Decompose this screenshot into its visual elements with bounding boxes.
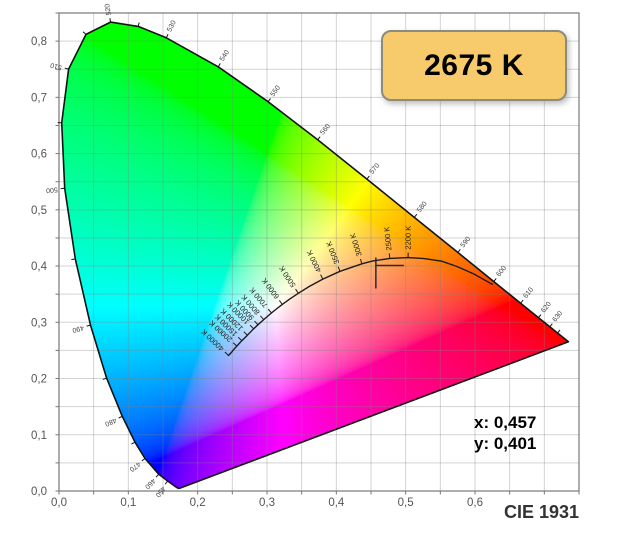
temperature-tick bbox=[278, 300, 283, 305]
axis-labels: 0,0 0,1 0,2 0,3 0,4 0,5 0,6 0,0 0,1 0,2 0,3 0,4 0,5 0… bbox=[31, 36, 483, 509]
x-readout: x: 0,457 bbox=[474, 413, 537, 432]
temperature-label: 4000 K bbox=[305, 249, 324, 274]
x-axis-tick-label: 0,6 bbox=[467, 497, 483, 509]
wavelength-tick bbox=[86, 324, 91, 327]
temperature-tick bbox=[232, 342, 238, 347]
wavelength-tick bbox=[549, 323, 553, 328]
wavelength-tick bbox=[102, 377, 107, 380]
x-axis-tick-label: 0,0 bbox=[51, 497, 67, 509]
wavelength-label: 530 bbox=[166, 19, 178, 33]
y-axis-tick-label: 0,4 bbox=[31, 261, 48, 273]
wavelength-label: 630 bbox=[552, 310, 565, 324]
wavelength-label: 500 bbox=[46, 185, 58, 193]
temperature-tick bbox=[249, 324, 254, 330]
temperature-label: 2200 K bbox=[404, 226, 413, 250]
x-axis-tick-label: 0,2 bbox=[190, 497, 206, 509]
temperature-label: 3500 K bbox=[324, 240, 341, 265]
spectral-locus-outline bbox=[60, 21, 570, 490]
wavelength-tick bbox=[109, 18, 112, 23]
temperature-tick bbox=[337, 266, 341, 272]
wavelength-tick bbox=[217, 63, 221, 68]
wavelength-label: 460 bbox=[143, 477, 156, 490]
wavelength-label: 510 bbox=[50, 61, 63, 71]
wavelength-tick bbox=[141, 458, 146, 462]
temperature-label: 3000 K bbox=[348, 232, 364, 257]
wavelength-label: 480 bbox=[104, 416, 118, 427]
y-readout: y: 0,401 bbox=[474, 434, 537, 453]
temperature-tick bbox=[237, 336, 243, 342]
wavelength-label: 560 bbox=[319, 123, 332, 137]
xy-readout: x: 0,457 y: 0,401 bbox=[474, 412, 536, 454]
x-axis-tick-label: 0,4 bbox=[328, 497, 345, 509]
temperature-tick bbox=[254, 320, 259, 326]
wavelength-tick bbox=[164, 480, 168, 485]
wavelength-label: 580 bbox=[416, 201, 429, 215]
wavelength-label: 600 bbox=[495, 265, 508, 279]
temperature-label: 2500 K bbox=[382, 226, 393, 251]
wavelength-label: 540 bbox=[219, 49, 231, 63]
y-axis-tick-label: 0,8 bbox=[31, 36, 47, 48]
wavelength-label: 550 bbox=[269, 84, 282, 98]
temperature-tick bbox=[267, 308, 272, 314]
wavelength-tick bbox=[520, 299, 524, 304]
y-axis-tick-label: 0,2 bbox=[31, 374, 47, 386]
temperature-tick bbox=[243, 331, 248, 336]
y-axis-tick-label: 0,5 bbox=[31, 205, 47, 217]
wavelength-label: 470 bbox=[128, 460, 142, 473]
cct-badge: 2675 K bbox=[381, 30, 567, 101]
temperature-tick bbox=[224, 351, 229, 356]
wavelength-tick bbox=[155, 473, 160, 478]
wavelength-label: 620 bbox=[540, 301, 553, 315]
wavelength-tick bbox=[82, 31, 87, 35]
wavelength-tick bbox=[131, 441, 136, 445]
x-axis-tick-label: 0,3 bbox=[259, 497, 275, 509]
cct-badge-label: 2675 K bbox=[424, 48, 524, 82]
wavelength-label: 490 bbox=[71, 324, 84, 334]
wavelength-tick bbox=[366, 175, 370, 180]
y-axis-tick-label: 0,0 bbox=[31, 486, 47, 498]
wavelength-tick bbox=[457, 249, 461, 253]
wavelength-tick bbox=[493, 278, 497, 282]
wavelength-tick bbox=[118, 415, 123, 419]
plot-border bbox=[58, 12, 580, 492]
planckian-locus-curve bbox=[227, 256, 493, 357]
wavelength-tick bbox=[71, 258, 76, 261]
temperature-tick bbox=[260, 315, 265, 320]
wavelength-label: 610 bbox=[522, 286, 535, 300]
y-axis-tick-label: 0,3 bbox=[31, 317, 47, 329]
y-axis-tick-label: 0,7 bbox=[31, 92, 47, 104]
grid-lines bbox=[58, 12, 580, 492]
y-axis-tick-label: 0,1 bbox=[31, 430, 47, 442]
x-axis-tick-label: 0,5 bbox=[398, 497, 414, 509]
wavelength-tick bbox=[538, 314, 542, 318]
wavelength-label: 520 bbox=[104, 3, 113, 16]
temperature-tick bbox=[295, 288, 299, 294]
wavelength-tick bbox=[165, 34, 169, 39]
wavelength-tick bbox=[64, 67, 69, 70]
chromaticity-marker bbox=[375, 257, 404, 289]
temperature-label: 5000 K bbox=[277, 264, 297, 289]
x-axis-tick-label: 0,1 bbox=[120, 497, 136, 509]
wavelength-tick bbox=[557, 329, 561, 334]
wavelength-tick bbox=[413, 213, 418, 218]
wavelength-label: 570 bbox=[369, 162, 382, 176]
wavelength-tick bbox=[267, 98, 271, 102]
temperature-tick bbox=[359, 258, 363, 264]
wavelength-tick bbox=[317, 136, 321, 141]
y-axis-tick-label: 0,6 bbox=[31, 149, 47, 161]
wavelength-tick bbox=[137, 22, 140, 27]
temperature-tick bbox=[320, 274, 324, 280]
diagram-title: CIE 1931 bbox=[504, 502, 580, 522]
